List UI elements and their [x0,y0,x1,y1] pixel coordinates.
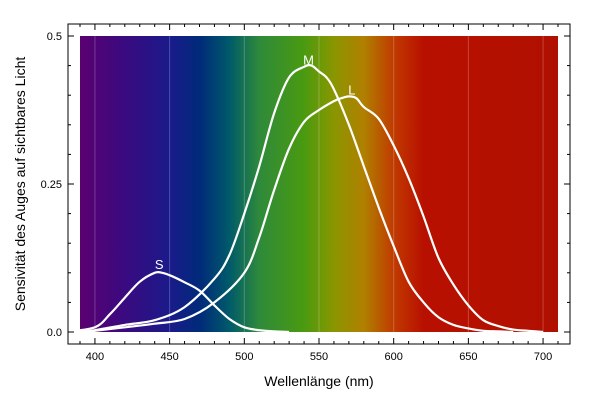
x-tick-label-400: 400 [86,351,104,363]
series-line-L [80,95,544,332]
x-tick-label-450: 450 [160,351,178,363]
y-tick-label-0: 0.0 [47,327,62,339]
grid [94,36,544,332]
tick-labels: 400 450 500 550 600 650 700 0.0 0.25 0.5 [41,31,553,363]
x-tick-label-500: 500 [235,351,253,363]
series-label-L: L [348,82,355,97]
y-tick-label-2: 0.5 [47,31,62,43]
x-tick-label-650: 650 [459,351,477,363]
x-tick-label-600: 600 [385,351,403,363]
spectrum-background [80,36,558,332]
y-axis-label: Sensivität des Auges auf sichtbares Lich… [12,57,28,312]
series-label-M: M [303,53,314,68]
curves [80,64,544,332]
x-tick-label-550: 550 [310,351,328,363]
y-tick-label-1: 0.25 [41,179,62,191]
axis-ticks [68,24,570,344]
series-line-M [80,64,514,332]
series-label-S: S [155,257,164,272]
x-tick-label-700: 700 [534,351,552,363]
x-axis-label: Wellenlänge (nm) [264,373,373,389]
series-line-S [80,270,290,332]
